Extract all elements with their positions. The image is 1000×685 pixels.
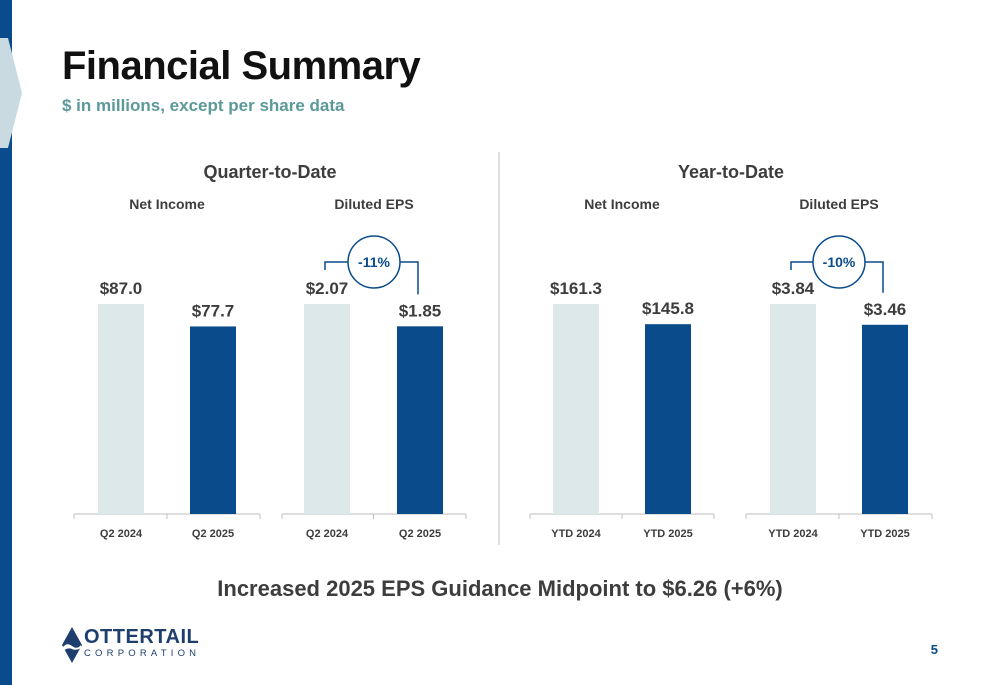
bar-1-0	[304, 304, 350, 514]
chart-title-0: Net Income	[129, 196, 205, 212]
bar-3-0	[770, 304, 816, 514]
category-label-2-1: YTD 2025	[643, 528, 693, 540]
bar-value-label-3-0: $3.84	[772, 279, 815, 298]
bar-2-0	[553, 304, 599, 514]
bar-2-1	[645, 324, 691, 514]
page-number: 5	[930, 642, 938, 657]
category-label-3-0: YTD 2024	[768, 528, 818, 540]
bar-value-label-2-0: $161.3	[550, 279, 602, 298]
charts-area: Quarter-to-Date Year-to-Date Net Income $87…	[73, 152, 933, 545]
category-label-1-1: Q2 2025	[399, 528, 441, 540]
category-label-0-1: Q2 2025	[192, 528, 234, 540]
chart-title-2: Net Income	[584, 196, 660, 212]
category-label-0-0: Q2 2024	[100, 528, 143, 540]
bar-1-1	[397, 326, 443, 514]
bar-value-label-3-1: $3.46	[864, 300, 907, 319]
bar-value-label-1-0: $2.07	[306, 279, 349, 298]
change-label-1: -11%	[358, 254, 390, 270]
group-heading-0: Quarter-to-Date	[203, 162, 336, 182]
logo-name: OTTERTAIL	[84, 626, 200, 648]
change-label-3: -10%	[823, 254, 856, 270]
left-accent-bar	[0, 0, 12, 685]
bar-value-label-0-0: $87.0	[100, 279, 143, 298]
change-connector-left-1	[324, 261, 348, 270]
bar-3-1	[862, 324, 908, 514]
page-subtitle: $ in millions, except per share data	[62, 96, 345, 115]
bar-value-label-0-1: $77.7	[192, 301, 235, 320]
chart-title-1: Diluted EPS	[334, 196, 413, 212]
category-label-1-0: Q2 2024	[306, 528, 349, 540]
guidance-note: Increased 2025 EPS Guidance Midpoint to …	[217, 576, 783, 601]
change-connector-right-1	[400, 261, 419, 295]
group-heading-1: Year-to-Date	[678, 162, 784, 182]
left-chevron-decoration	[0, 38, 22, 148]
category-label-2-0: YTD 2024	[551, 528, 601, 540]
logo-subtitle: CORPORATION	[84, 648, 201, 659]
bar-value-label-1-1: $1.85	[399, 301, 442, 320]
change-connector-left-3	[790, 261, 813, 270]
logo-wordmark: OTTERTAIL CORPORATION	[84, 627, 200, 660]
bar-0-1	[190, 326, 236, 514]
bar-0-0	[98, 304, 144, 514]
change-connector-right-3	[865, 261, 884, 293]
bar-value-label-2-1: $145.8	[642, 299, 694, 318]
change-bubble-1	[347, 235, 401, 289]
change-bubble-3	[812, 235, 866, 289]
page-title: Financial Summary	[62, 44, 421, 88]
otter-tail-logo-icon	[62, 627, 82, 663]
category-label-3-1: YTD 2025	[860, 528, 910, 540]
chart-title-3: Diluted EPS	[799, 196, 878, 212]
